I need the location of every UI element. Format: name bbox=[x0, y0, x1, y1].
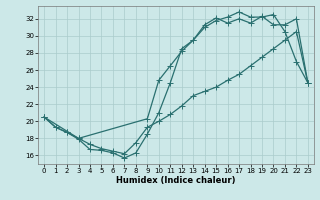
X-axis label: Humidex (Indice chaleur): Humidex (Indice chaleur) bbox=[116, 176, 236, 185]
